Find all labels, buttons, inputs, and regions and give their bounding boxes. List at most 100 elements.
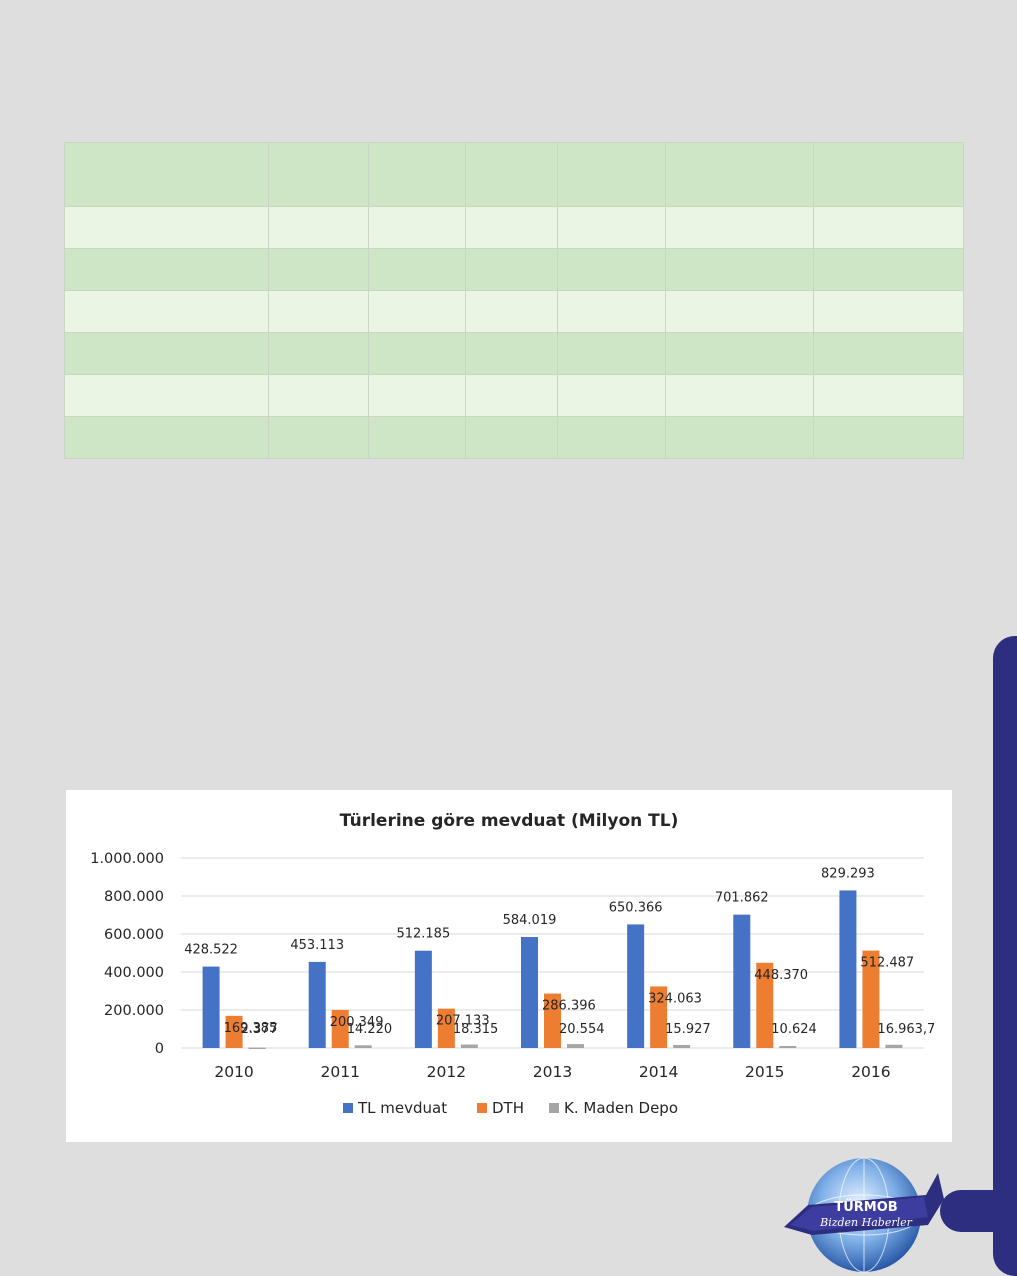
- bar: [885, 1044, 903, 1048]
- x-category-label: 2010: [214, 1063, 253, 1081]
- table-cell: [813, 416, 964, 459]
- data-label: 829.293: [821, 866, 875, 881]
- legend-label: K. Maden Depo: [564, 1099, 678, 1117]
- table-cell: [813, 206, 964, 249]
- table-cell: [665, 248, 814, 291]
- table-cell: [557, 206, 666, 249]
- table-cell: [665, 374, 814, 417]
- bar: [460, 1044, 478, 1048]
- y-tick-label: 400.000: [104, 965, 164, 981]
- table-cell: [813, 290, 964, 333]
- table-row: [64, 374, 964, 417]
- table-cell: [64, 248, 269, 291]
- data-label: 200.349: [330, 1015, 384, 1030]
- data-label: 512.185: [396, 927, 450, 942]
- bar: [627, 924, 645, 1048]
- table-row: [64, 290, 964, 333]
- turmob-logo: TÜRMOB Bizden Haberler: [784, 1157, 944, 1273]
- x-category-label: 2016: [851, 1063, 890, 1081]
- table-cell: [465, 142, 558, 207]
- chart-title: Türlerine göre mevduat (Milyon TL): [340, 811, 679, 831]
- bar: [650, 986, 668, 1048]
- data-table: [64, 142, 964, 459]
- table-cell: [465, 290, 558, 333]
- logo-line2: Bizden Haberler: [819, 1216, 913, 1229]
- legend-label: TL mevduat: [357, 1099, 447, 1117]
- legend-label: DTH: [492, 1099, 524, 1117]
- deposit-bar-chart: Türlerine göre mevduat (Milyon TL) 0 200.…: [90, 811, 935, 1117]
- y-tick-label: 0: [155, 1041, 164, 1057]
- legend-swatch: [343, 1103, 353, 1113]
- bar: [733, 914, 751, 1048]
- table-cell: [665, 142, 814, 207]
- table-cell: [64, 416, 269, 459]
- table-cell: [64, 332, 269, 375]
- table-cell: [368, 248, 466, 291]
- bar: [308, 961, 326, 1048]
- data-label: 512.487: [860, 956, 914, 971]
- y-tick-label: 200.000: [104, 1003, 164, 1019]
- data-label: 169.385: [224, 1021, 278, 1036]
- table-cell: [465, 332, 558, 375]
- bar: [839, 890, 857, 1048]
- table-cell: [368, 290, 466, 333]
- table-cell: [268, 290, 369, 333]
- table-cell: [665, 416, 814, 459]
- legend-swatch: [477, 1103, 487, 1113]
- bar: [521, 937, 538, 1048]
- x-category-label: 2014: [639, 1063, 678, 1081]
- data-label: 15.927: [665, 1022, 711, 1037]
- legend-swatch: [549, 1103, 559, 1113]
- table-cell: [268, 374, 369, 417]
- table-cell: [813, 332, 964, 375]
- table-cell: [465, 248, 558, 291]
- bar: [248, 1047, 266, 1050]
- table-cell: [368, 332, 466, 375]
- bar: [225, 1015, 243, 1048]
- table-header-row: [64, 142, 964, 207]
- table-cell: [557, 290, 666, 333]
- data-label: 286.396: [542, 999, 596, 1014]
- x-category-label: 2015: [745, 1063, 784, 1081]
- table-cell: [368, 206, 466, 249]
- bar: [437, 1008, 455, 1048]
- y-tick-label: 1.000.000: [90, 851, 164, 867]
- bar: [414, 950, 432, 1048]
- table-cell: [465, 206, 558, 249]
- bar: [862, 950, 880, 1048]
- table-cell: [465, 416, 558, 459]
- table-cell: [665, 290, 814, 333]
- data-label: 448.370: [754, 968, 808, 983]
- table-cell: [64, 142, 269, 207]
- table-cell: [557, 248, 666, 291]
- bar: [779, 1045, 797, 1048]
- data-label: 16.963,7: [877, 1022, 935, 1037]
- data-label: 701.862: [715, 891, 769, 906]
- table-cell: [268, 416, 369, 459]
- table-cell: [368, 142, 466, 207]
- table-cell: [557, 374, 666, 417]
- bar: [202, 966, 220, 1048]
- x-category-label: 2013: [533, 1063, 572, 1081]
- side-tab-decoration: [940, 1190, 1017, 1232]
- table-row: [64, 416, 964, 459]
- table-cell: [557, 416, 666, 459]
- logo-line1: TÜRMOB: [834, 1199, 897, 1215]
- data-label: 2.377: [241, 1022, 278, 1037]
- bar: [567, 1044, 584, 1048]
- table-cell: [665, 332, 814, 375]
- table-cell: [64, 206, 269, 249]
- data-label: 428.522: [184, 943, 238, 958]
- table-cell: [557, 142, 666, 207]
- x-category-label: 2011: [320, 1063, 359, 1081]
- data-label: 324.063: [648, 991, 702, 1006]
- data-label: 10.624: [771, 1022, 817, 1037]
- table-cell: [64, 374, 269, 417]
- table-cell: [557, 332, 666, 375]
- table-cell: [813, 374, 964, 417]
- y-tick-label: 800.000: [104, 889, 164, 905]
- table-cell: [64, 290, 269, 333]
- data-label: 20.554: [559, 1022, 605, 1037]
- data-label: 650.366: [609, 900, 663, 915]
- table-cell: [268, 206, 369, 249]
